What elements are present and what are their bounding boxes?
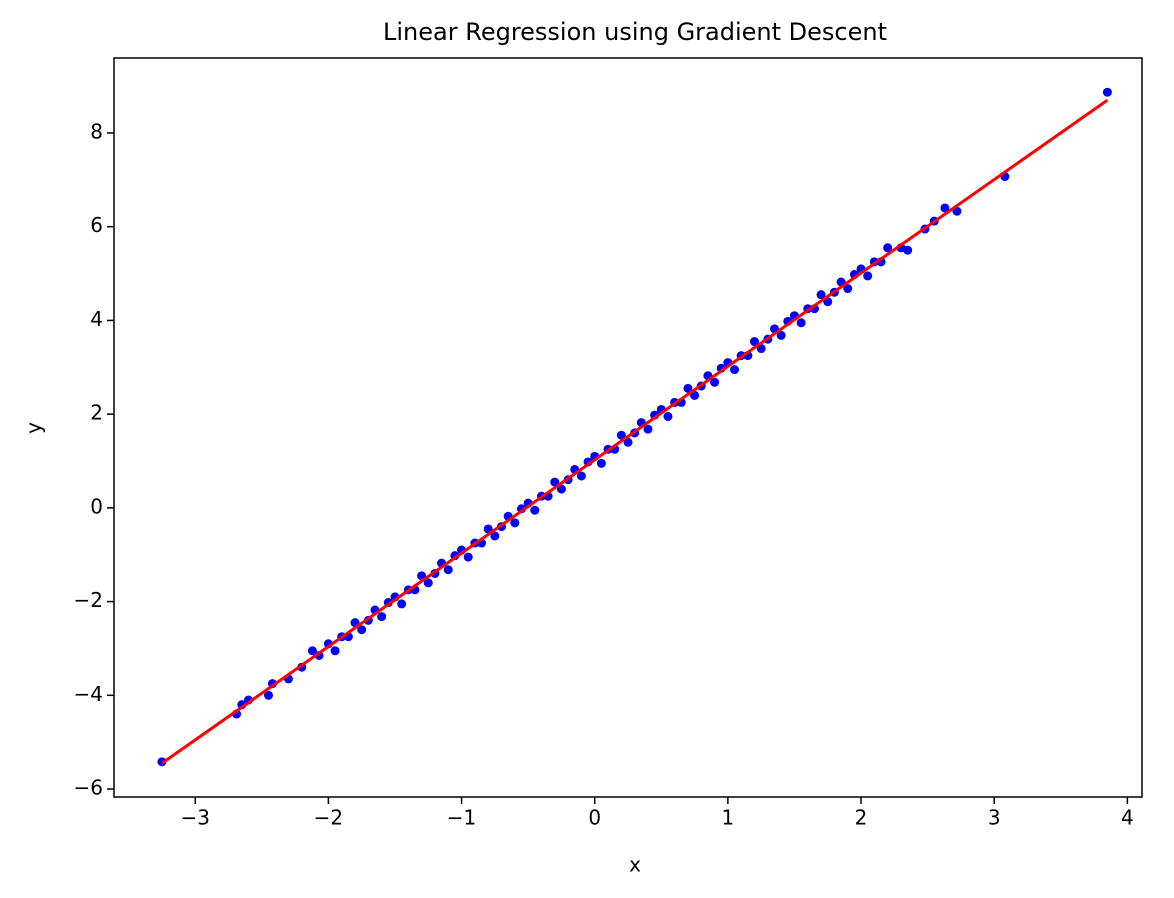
point bbox=[730, 365, 740, 375]
point bbox=[490, 531, 500, 541]
x-tick-label: 3 bbox=[988, 806, 1001, 830]
point bbox=[1102, 87, 1112, 97]
y-tick-label: 2 bbox=[90, 401, 103, 425]
point bbox=[643, 424, 653, 434]
point bbox=[330, 646, 340, 656]
x-tick-label: 1 bbox=[722, 806, 735, 830]
y-tick-label: 6 bbox=[90, 213, 103, 237]
point bbox=[796, 318, 806, 328]
point bbox=[556, 484, 566, 494]
point bbox=[616, 430, 626, 440]
point bbox=[263, 690, 273, 700]
point bbox=[683, 383, 693, 393]
point bbox=[423, 578, 433, 588]
y-axis-label: y bbox=[22, 422, 46, 434]
point bbox=[596, 458, 606, 468]
x-tick-label: 4 bbox=[1121, 806, 1134, 830]
point bbox=[576, 471, 586, 481]
point bbox=[710, 377, 720, 387]
point bbox=[307, 646, 317, 656]
point bbox=[776, 330, 786, 340]
point bbox=[510, 518, 520, 528]
point bbox=[903, 245, 913, 255]
chart-title: Linear Regression using Gradient Descent bbox=[383, 18, 887, 46]
point bbox=[863, 271, 873, 281]
x-tick-label: −3 bbox=[180, 806, 209, 830]
point bbox=[750, 337, 760, 347]
x-tick-label: −1 bbox=[447, 806, 476, 830]
point bbox=[816, 290, 826, 300]
x-tick-label: 0 bbox=[588, 806, 601, 830]
point bbox=[883, 243, 893, 253]
point bbox=[377, 612, 387, 622]
regression-line bbox=[161, 98, 1109, 765]
point bbox=[940, 203, 950, 213]
point bbox=[397, 599, 407, 609]
point bbox=[843, 284, 853, 294]
x-tick-label: 2 bbox=[855, 806, 868, 830]
point bbox=[357, 625, 367, 635]
y-tick-label: −2 bbox=[74, 588, 103, 612]
point bbox=[443, 565, 453, 575]
point bbox=[663, 411, 673, 421]
y-tick-label: −6 bbox=[74, 776, 103, 800]
point bbox=[690, 390, 700, 400]
y-tick-label: 0 bbox=[90, 494, 103, 518]
point bbox=[623, 437, 633, 447]
point bbox=[530, 505, 540, 515]
point bbox=[463, 552, 473, 562]
y-tick-label: 4 bbox=[90, 307, 103, 331]
plot-frame bbox=[113, 57, 1143, 798]
x-tick-label: −2 bbox=[314, 806, 343, 830]
x-axis-label: x bbox=[629, 853, 641, 877]
y-tick-label: 8 bbox=[90, 119, 103, 143]
y-tick-label: −4 bbox=[74, 682, 103, 706]
